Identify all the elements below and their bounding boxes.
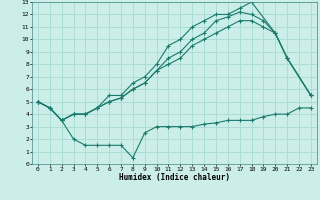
X-axis label: Humidex (Indice chaleur): Humidex (Indice chaleur) [119,173,230,182]
